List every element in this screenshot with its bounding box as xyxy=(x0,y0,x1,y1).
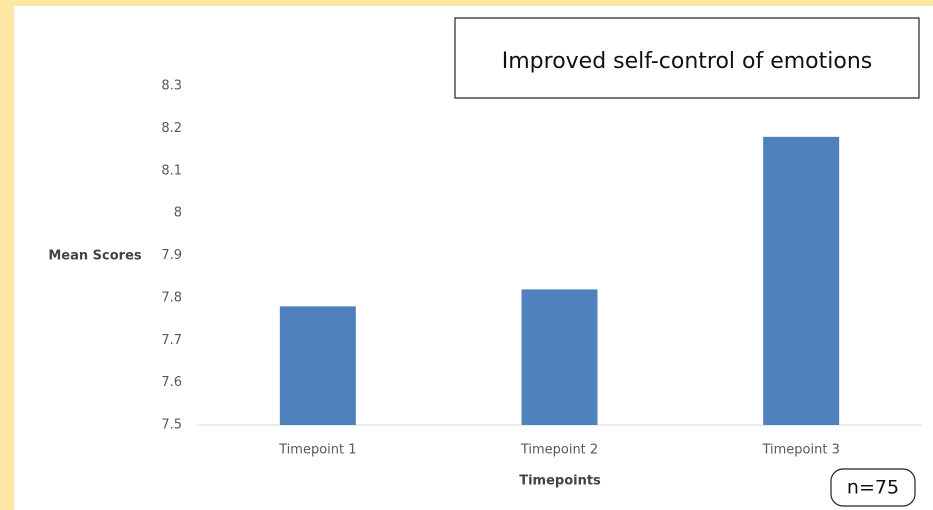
y-axis-label: Mean Scores xyxy=(48,249,142,264)
x-tick-label: Timepoint 1 xyxy=(278,443,356,458)
y-tick-label: 7.5 xyxy=(161,418,182,433)
y-tick-label: 7.7 xyxy=(161,333,182,348)
annotation-box xyxy=(830,468,916,507)
x-tick-label: Timepoint 3 xyxy=(761,443,839,458)
y-tick-label: 8 xyxy=(174,206,182,221)
bar xyxy=(279,306,356,425)
y-tick-label: 8.1 xyxy=(161,163,182,178)
y-tick-label: 7.6 xyxy=(161,375,182,390)
title-box xyxy=(454,17,920,99)
y-tick-label: 8.3 xyxy=(161,79,182,94)
y-tick-label: 8.2 xyxy=(161,121,182,136)
x-axis-label: Timepoints xyxy=(519,474,601,489)
bar xyxy=(763,136,840,425)
y-tick-label: 7.9 xyxy=(161,248,182,263)
annotation: n=75 xyxy=(847,477,899,499)
chart-title: Improved self-control of emotions xyxy=(502,49,873,74)
x-tick-label: Timepoint 2 xyxy=(520,443,598,458)
y-tick-label: 7.8 xyxy=(161,290,182,305)
bar xyxy=(521,289,598,425)
